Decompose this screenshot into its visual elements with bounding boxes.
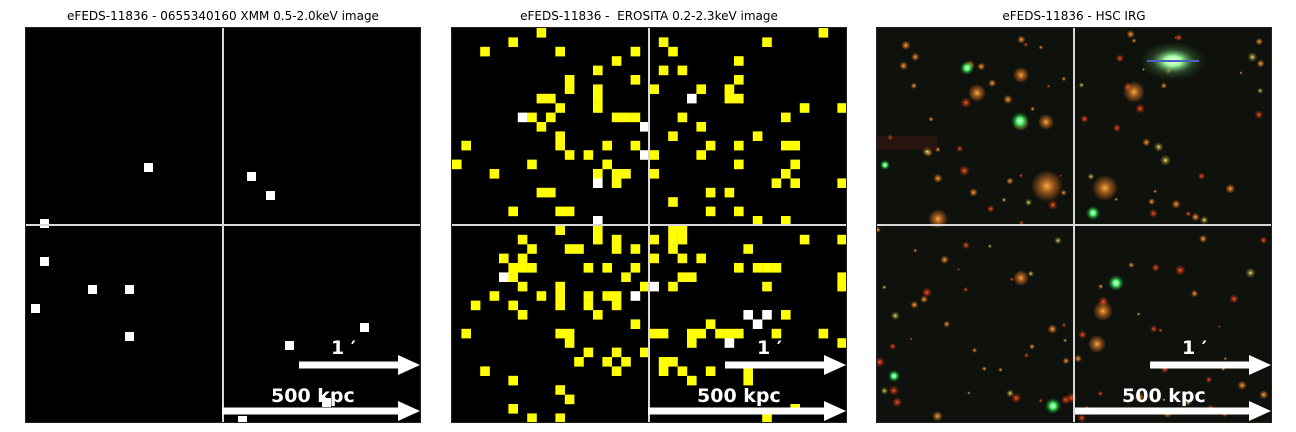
hsc-panel: eFEDS-11836 - HSC IRG 1 ′ 500 kpc [876, 0, 1272, 432]
kpc-scale-label: 500 kpc [697, 385, 781, 407]
erosita-image: 1 ′ 500 kpc [451, 27, 847, 423]
erosita-panel-title: eFEDS-11836 - EROSITA 0.2-2.3keV image [520, 9, 778, 23]
xmm-pixel-map [31, 163, 369, 422]
xmm-panel-title: eFEDS-11836 - 0655340160 XMM 0.5-2.0keV … [67, 9, 379, 23]
scale-bars [648, 355, 846, 421]
kpc-scale-label: 500 kpc [271, 385, 355, 407]
crosshair-vertical [1073, 28, 1075, 422]
arcmin-scale-label: 1 ′ [757, 337, 782, 359]
arcmin-scale-label: 1 ′ [331, 337, 356, 359]
erosita-panel: eFEDS-11836 - EROSITA 0.2-2.3keV image 1… [451, 0, 847, 432]
hsc-panel-title: eFEDS-11836 - HSC IRG [1002, 9, 1146, 23]
xmm-image: 1 ′ 500 kpc [25, 27, 421, 423]
crosshair-vertical [648, 28, 650, 422]
scale-bars [222, 355, 420, 421]
xmm-panel: eFEDS-11836 - 0655340160 XMM 0.5-2.0keV … [25, 0, 421, 432]
kpc-scale-label: 500 kpc [1122, 385, 1206, 407]
arcmin-scale-label: 1 ′ [1182, 337, 1207, 359]
erosita-pixel-map [452, 28, 846, 422]
hsc-image: 1 ′ 500 kpc [876, 27, 1272, 423]
crosshair-vertical [222, 28, 224, 422]
